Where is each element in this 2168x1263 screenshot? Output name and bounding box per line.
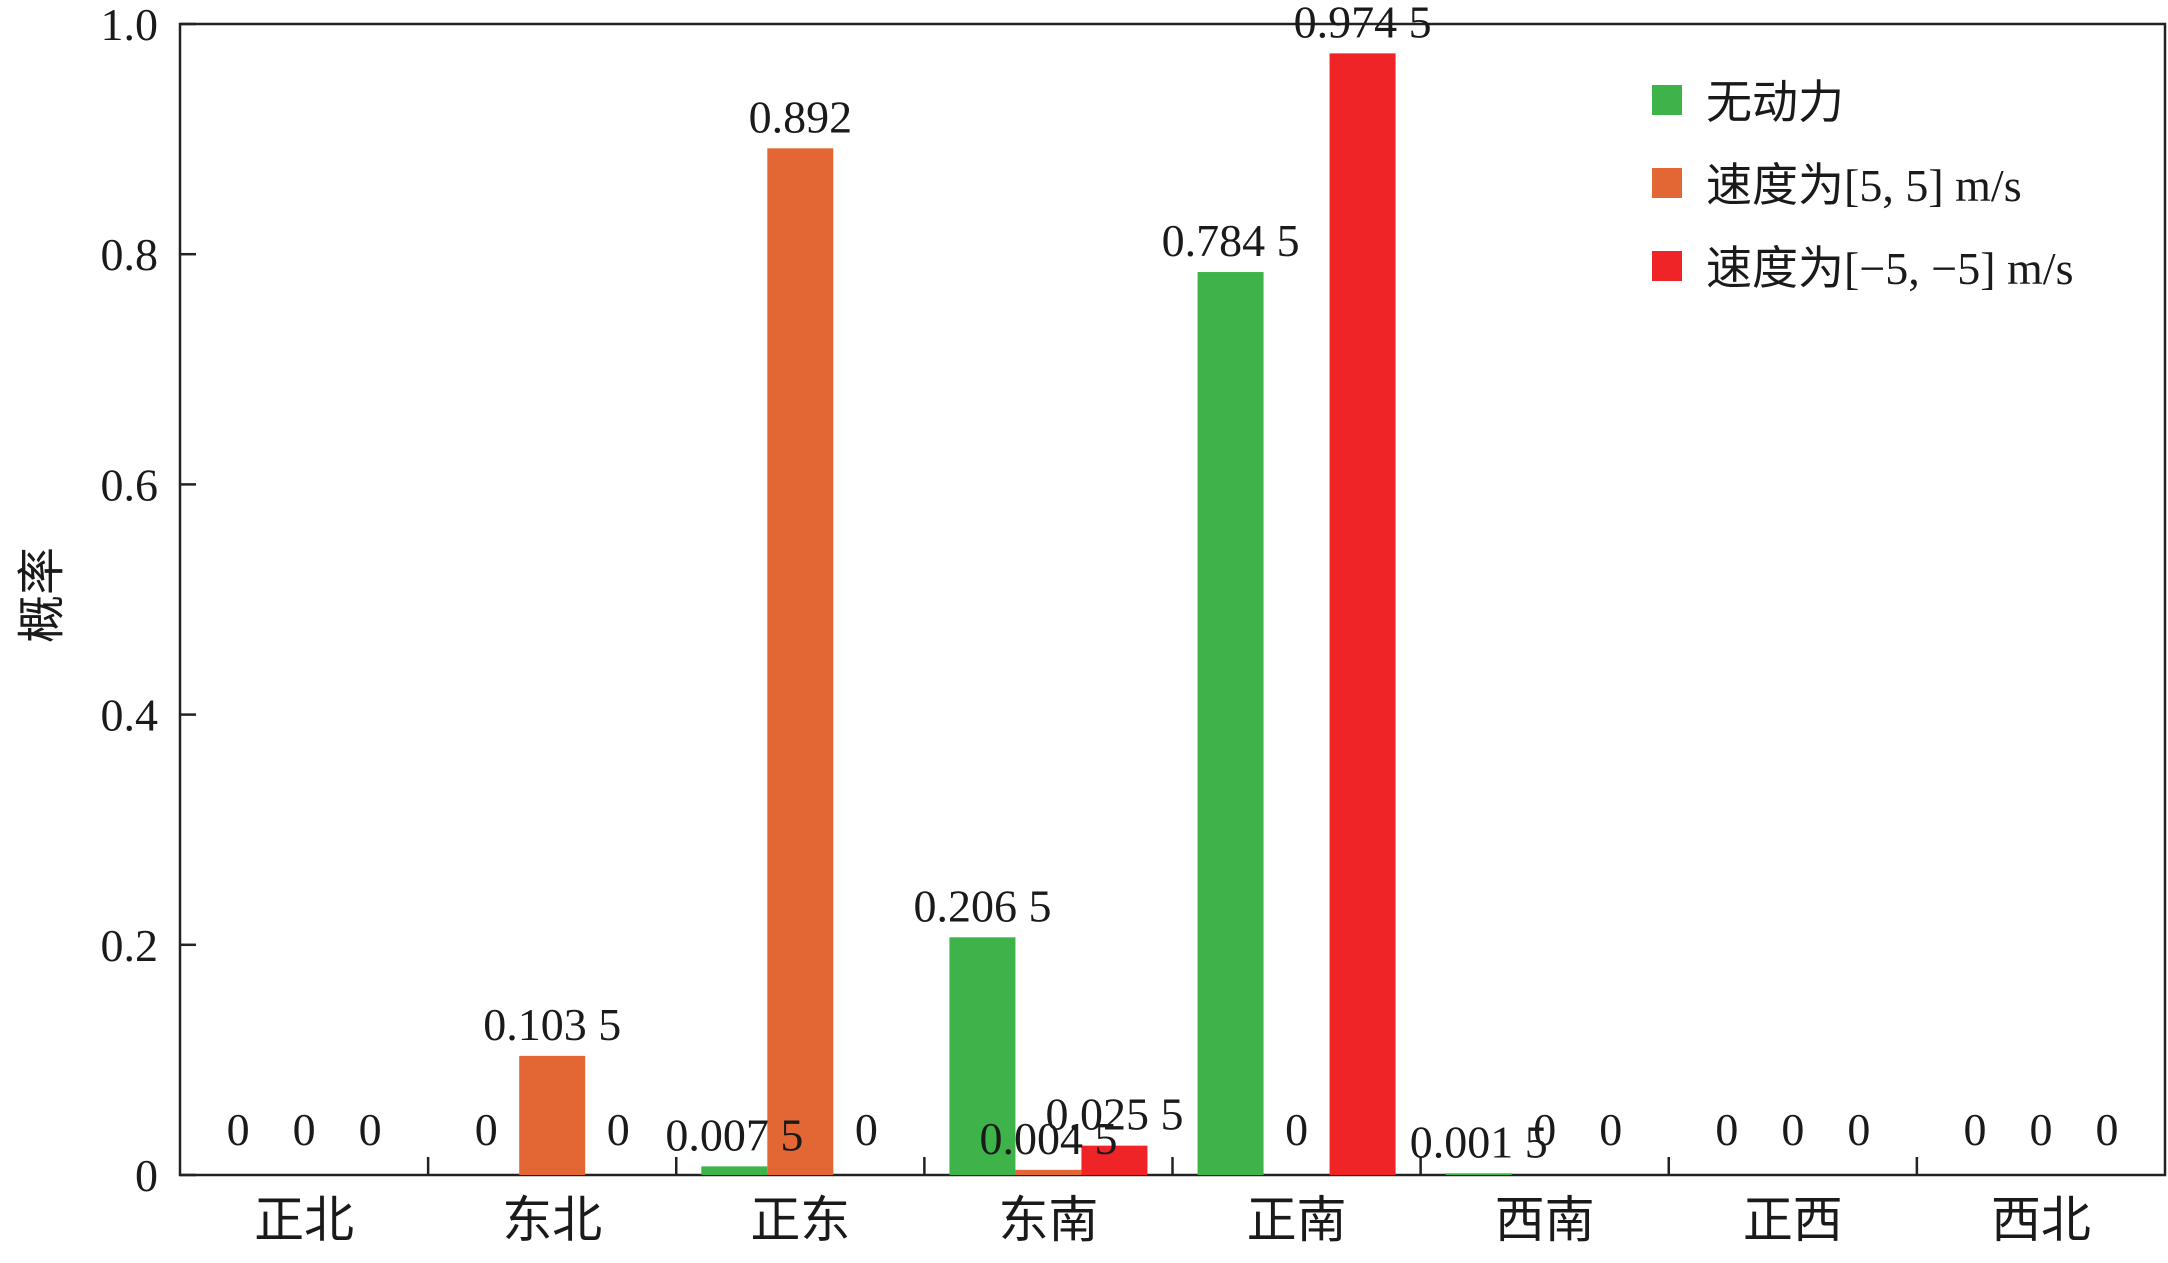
bar (1081, 1145, 1148, 1175)
bar (701, 1166, 768, 1175)
x-axis: 正北 东北 正东 东南 正南 西南 正西 西北 (254, 1157, 2091, 1248)
bar (1329, 53, 1396, 1176)
data-label: 0.007 5 (665, 1109, 803, 1160)
data-label: 0.206 5 (913, 880, 1051, 931)
data-label: 0 (1963, 1104, 1986, 1155)
y-tick-label: 0.4 (101, 690, 159, 741)
data-labels: 0 0 0.007 50.206 50.784 50.001 5 0 000.103 5… (227, 0, 2119, 1167)
bar (767, 148, 834, 1176)
data-label: 0 (293, 1104, 316, 1155)
y-axis: 0 0.2 0.4 0.6 0.8 1.0 (101, 0, 196, 1201)
legend-label: 速度为[5, 5] m/s (1706, 160, 2022, 211)
data-label: 0 (1781, 1104, 1804, 1155)
y-axis-title: 概率 (16, 547, 69, 643)
x-category-label: 正南 (1247, 1192, 1347, 1248)
legend-label: 无动力 (1706, 77, 1844, 128)
y-tick-label: 0.6 (101, 459, 159, 510)
y-tick-label: 1.0 (101, 0, 159, 50)
data-label: 0 (1285, 1104, 1308, 1155)
legend-swatch (1652, 168, 1682, 198)
data-label: 0 (2029, 1104, 2052, 1155)
data-label: 0.892 (749, 91, 853, 142)
data-label: 0.004 5 (979, 1113, 1117, 1164)
data-label: 0 (359, 1104, 382, 1155)
data-label: 0.974 5 (1294, 0, 1432, 47)
data-label: 0 (227, 1104, 250, 1155)
data-label: 0 (1533, 1104, 1556, 1155)
data-label: 0 (607, 1104, 630, 1155)
data-label: 0 (1715, 1104, 1738, 1155)
data-label: 0.784 5 (1162, 215, 1300, 266)
bar (949, 937, 1016, 1175)
legend-swatch (1652, 251, 1682, 281)
x-category-label: 正北 (254, 1192, 354, 1248)
legend-label: 速度为[−5, −5] m/s (1706, 243, 2073, 294)
bar (1015, 1169, 1082, 1175)
y-tick-label: 0.2 (101, 920, 159, 971)
x-category-label: 正东 (750, 1192, 850, 1248)
data-label: 0 (1847, 1104, 1870, 1155)
y-tick-label: 0 (135, 1150, 158, 1201)
bar (1197, 272, 1264, 1175)
x-category-label: 东南 (998, 1192, 1098, 1248)
x-category-label: 西北 (1991, 1192, 2091, 1248)
legend-swatch (1652, 85, 1682, 115)
x-category-label: 东北 (502, 1192, 602, 1248)
data-label: 0.025 5 (1045, 1089, 1183, 1140)
data-label: 0 (475, 1104, 498, 1155)
bar (1445, 1173, 1512, 1175)
data-label: 0.001 5 (1410, 1116, 1548, 1167)
data-label: 0 (2095, 1104, 2118, 1155)
y-tick-label: 0.8 (101, 229, 159, 280)
x-category-label: 西南 (1495, 1192, 1595, 1248)
data-label: 0 (1599, 1104, 1622, 1155)
bar (519, 1055, 586, 1175)
data-label: 0 (855, 1104, 878, 1155)
data-label: 0.103 5 (483, 999, 621, 1050)
x-category-label: 正西 (1743, 1192, 1843, 1248)
bars (519, 53, 1512, 1176)
